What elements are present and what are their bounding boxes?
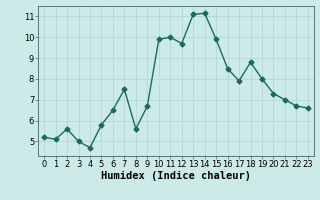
X-axis label: Humidex (Indice chaleur): Humidex (Indice chaleur) bbox=[101, 171, 251, 181]
